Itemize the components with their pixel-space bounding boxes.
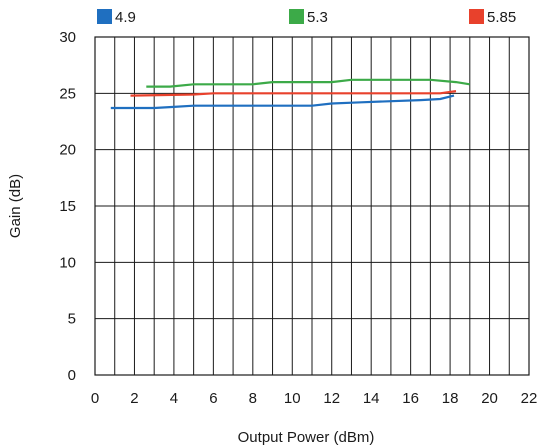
legend-label: 5.3 — [307, 9, 328, 26]
y-tick-label: 0 — [68, 367, 76, 384]
x-tick-label: 10 — [284, 390, 301, 407]
x-tick-label: 0 — [91, 390, 99, 407]
x-tick-label: 4 — [170, 390, 178, 407]
x-tick-label: 22 — [521, 390, 538, 407]
x-tick-label: 16 — [402, 390, 419, 407]
series-line-4.9 — [110, 94, 455, 110]
plot-border — [94, 36, 530, 376]
x-tick-label: 8 — [249, 390, 257, 407]
x-tick-label: 20 — [481, 390, 498, 407]
series-line-5.3 — [146, 78, 470, 88]
y-tick-label: 15 — [59, 198, 76, 215]
x-axis-title: Output Power (dBm) — [238, 429, 375, 445]
x-tick-label: 2 — [130, 390, 138, 407]
legend-label: 5.85 — [487, 9, 516, 26]
y-tick-label: 30 — [59, 29, 76, 46]
legend-swatch — [469, 9, 484, 24]
series-line-5.85 — [130, 90, 457, 97]
x-tick-label: 12 — [323, 390, 340, 407]
x-tick-label: 6 — [209, 390, 217, 407]
legend-swatch — [289, 9, 304, 24]
x-tick-label: 14 — [363, 390, 380, 407]
y-axis-title: Gain (dB) — [7, 174, 24, 238]
y-tick-label: 5 — [68, 311, 76, 328]
y-tick-labels: 0 5 10 15 20 25 30 — [59, 29, 76, 384]
legend: 4.9 5.3 5.85 — [97, 9, 516, 26]
series-layer — [110, 78, 470, 110]
y-tick-label: 10 — [59, 254, 76, 271]
y-tick-label: 25 — [59, 85, 76, 102]
legend-swatch — [97, 9, 112, 24]
legend-label: 4.9 — [115, 9, 136, 26]
x-tick-labels: 0 2 4 6 8 10 12 14 16 18 20 22 — [91, 390, 538, 407]
x-tick-label: 18 — [442, 390, 459, 407]
y-tick-label: 20 — [59, 142, 76, 159]
